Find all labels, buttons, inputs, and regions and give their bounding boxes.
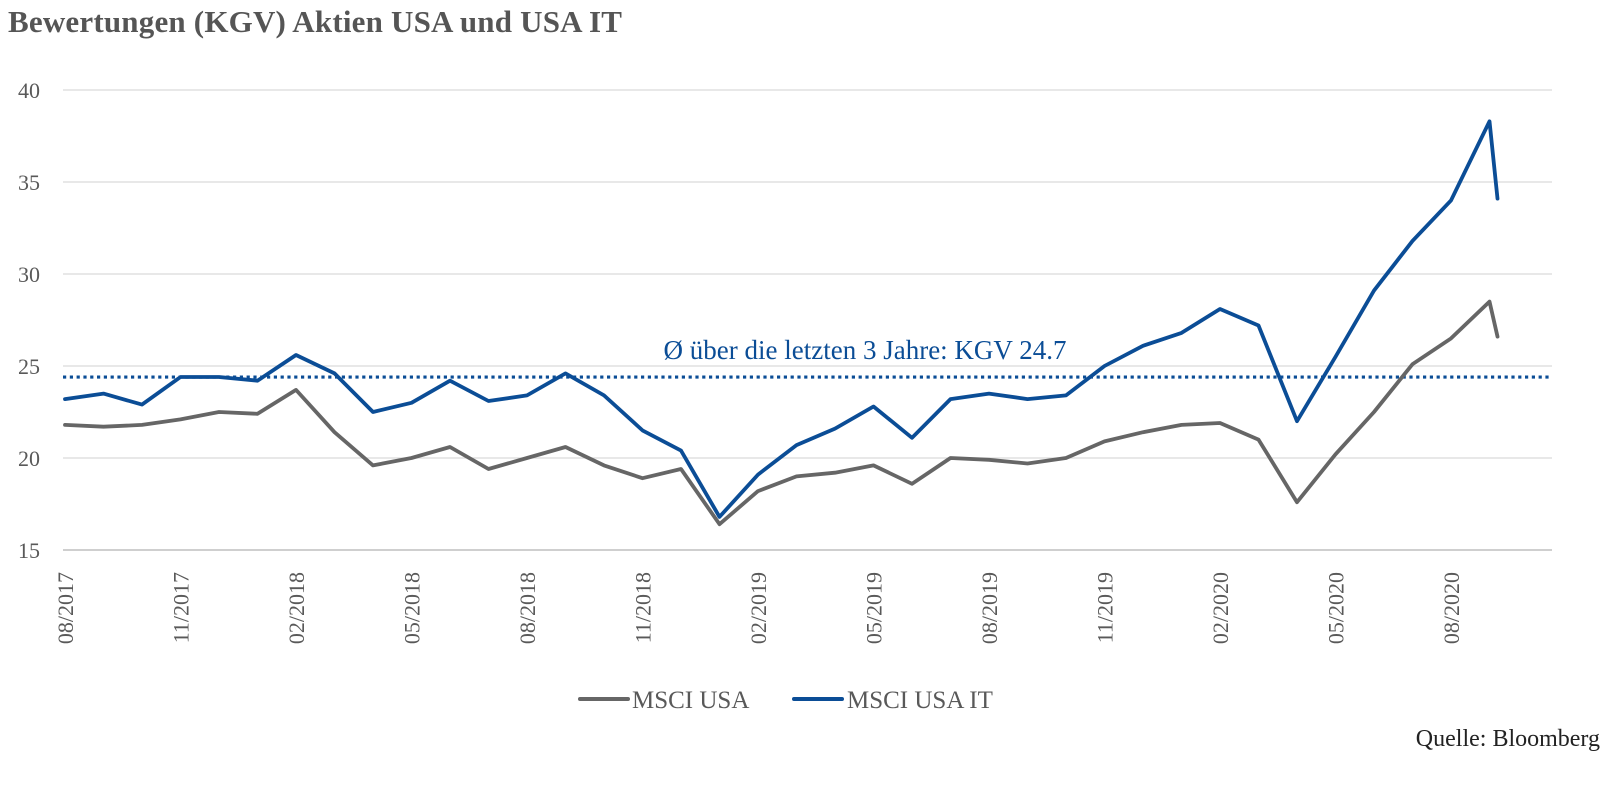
average-label: Ø über die letzten 3 Jahre: KGV 24.7 xyxy=(664,335,1067,365)
y-tick-label: 35 xyxy=(18,170,40,195)
x-tick-label: 08/2017 xyxy=(53,572,78,644)
x-tick-label: 11/2018 xyxy=(631,572,656,643)
x-tick-label: 05/2020 xyxy=(1324,572,1349,644)
x-axis-ticks: 08/2017 11/2017 02/2018 05/2018 08/2018 11/20… xyxy=(53,572,1464,644)
source-note: Quelle: Bloomberg xyxy=(1415,726,1600,752)
legend-label: MSCI USA xyxy=(632,687,749,714)
y-tick-label: 30 xyxy=(18,262,40,287)
y-tick-label: 25 xyxy=(18,354,40,379)
y-axis-ticks: 15 20 25 30 35 40 xyxy=(18,78,40,563)
y-tick-label: 20 xyxy=(18,446,40,471)
x-tick-label: 02/2019 xyxy=(746,572,771,644)
legend: MSCI USA MSCI USA IT xyxy=(578,687,993,714)
x-tick-label: 11/2019 xyxy=(1093,572,1118,643)
chart-title: Bewertungen (KGV) Aktien USA und USA IT xyxy=(8,4,623,39)
x-tick-label: 02/2020 xyxy=(1208,572,1233,644)
x-tick-label: 05/2019 xyxy=(862,572,887,644)
y-tick-label: 15 xyxy=(18,538,40,563)
x-tick-label: 08/2019 xyxy=(977,572,1002,644)
x-tick-label: 05/2018 xyxy=(400,572,425,644)
legend-label: MSCI USA IT xyxy=(847,687,993,714)
x-tick-label: 08/2018 xyxy=(515,572,540,644)
series-line-msci-usa-it xyxy=(63,119,1500,519)
series-line-msci-usa xyxy=(63,299,1500,527)
average-line-group: Ø über die letzten 3 Jahre: KGV 24.7 xyxy=(63,335,1552,379)
series-lines xyxy=(63,119,1500,527)
y-tick-label: 40 xyxy=(18,78,40,103)
x-tick-label: 11/2017 xyxy=(169,572,194,643)
grid-lines xyxy=(63,89,1552,551)
x-tick-label: 02/2018 xyxy=(284,572,309,644)
x-tick-label: 08/2020 xyxy=(1439,572,1464,644)
